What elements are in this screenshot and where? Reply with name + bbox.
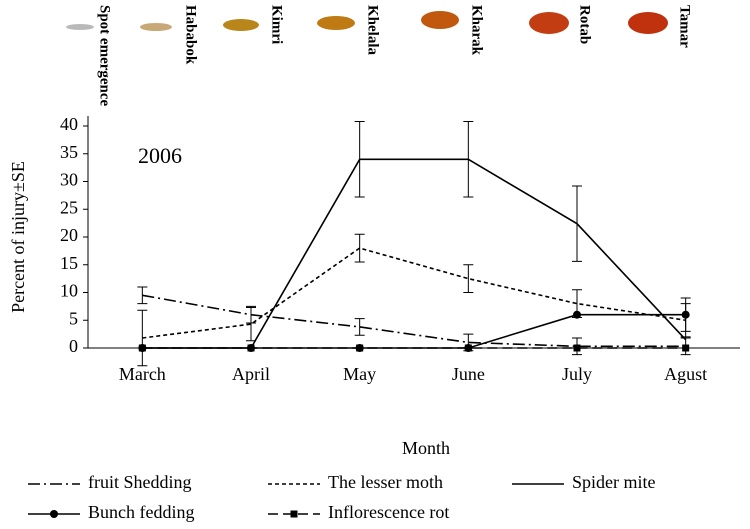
- x-tick-label: March: [119, 364, 166, 384]
- series-line: [142, 313, 686, 349]
- y-tick-label: 20: [60, 225, 78, 245]
- error-bar: [137, 309, 148, 367]
- legend-label: fruit Shedding: [88, 472, 192, 492]
- y-tick-label: 35: [60, 142, 78, 162]
- stage-label: Hababok: [183, 5, 199, 65]
- stage-icon: [317, 16, 355, 30]
- marker: [138, 344, 146, 352]
- marker: [247, 344, 255, 352]
- marker: [573, 344, 581, 352]
- error-bar: [354, 233, 365, 263]
- y-tick-label: 40: [60, 114, 78, 134]
- stage-label: Kharak: [469, 5, 485, 56]
- x-tick-label: May: [343, 364, 376, 384]
- error-bar: [137, 286, 148, 305]
- stage-icon: [66, 24, 94, 30]
- series-line: [142, 158, 687, 349]
- stage-label: Khelala: [365, 5, 381, 56]
- series-line: [142, 247, 686, 339]
- x-tick-label: April: [232, 364, 270, 384]
- stage-icon: [140, 23, 172, 31]
- legend-marker: [290, 510, 298, 518]
- stage-icon: [529, 12, 569, 34]
- legend-label: The lesser moth: [328, 472, 443, 492]
- error-bar: [354, 318, 365, 336]
- stage-icon: [628, 12, 668, 34]
- marker: [573, 310, 581, 319]
- y-tick-label: 25: [60, 197, 78, 217]
- stage-icon: [421, 11, 459, 29]
- legend-label: Spider mite: [572, 472, 656, 492]
- annotation: 2006: [138, 143, 182, 168]
- stage-icon: [223, 19, 259, 31]
- y-tick-label: 15: [60, 253, 78, 273]
- y-axis-label: Percent of injury±SE: [8, 161, 28, 313]
- stage-label: Kimri: [269, 5, 285, 44]
- error-bar: [463, 264, 474, 293]
- y-tick-label: 5: [69, 308, 78, 328]
- series-line: [142, 294, 686, 348]
- stage-icons: [66, 11, 668, 34]
- marker: [464, 344, 472, 352]
- y-tick-label: 10: [60, 281, 78, 301]
- x-tick-label: Agust: [664, 364, 707, 384]
- stage-label: Rotab: [577, 5, 593, 44]
- x-axis-label: Month: [402, 438, 450, 458]
- marker: [356, 344, 364, 352]
- marker: [681, 310, 690, 319]
- x-tick-label: June: [452, 364, 485, 384]
- x-tick-label: July: [562, 364, 592, 384]
- legend-marker: [50, 510, 58, 518]
- stage-label: Spot emergence: [97, 5, 113, 107]
- legend-label: Bunch fedding: [88, 502, 194, 522]
- y-tick-label: 30: [60, 170, 78, 190]
- legend-label: Inflorescence rot: [328, 502, 449, 522]
- y-tick-label: 0: [69, 336, 78, 356]
- stage-label: Tamar: [677, 5, 693, 48]
- marker: [682, 344, 690, 352]
